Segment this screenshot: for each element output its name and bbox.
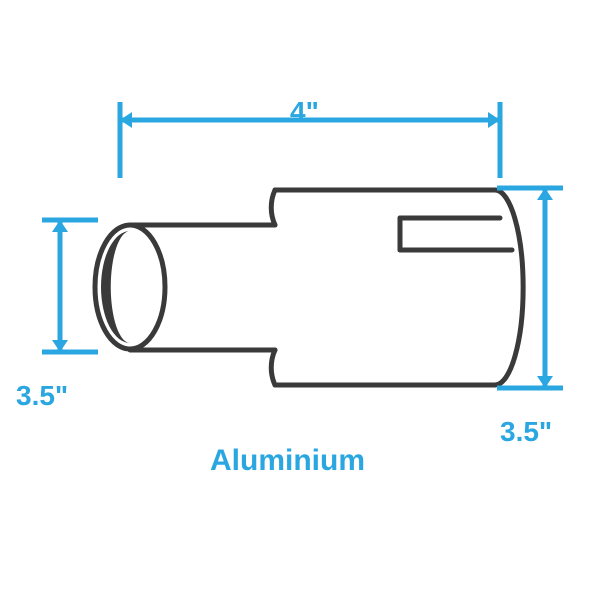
diagram-stage: 4" 3.5" 3.5" Aluminium (0, 0, 600, 600)
left-height-label: 3.5" (16, 380, 68, 412)
length-label: 4" (290, 96, 319, 128)
right-height-label: 3.5" (500, 416, 552, 448)
material-label: Aluminium (210, 444, 365, 478)
dimension-lines (0, 0, 600, 600)
